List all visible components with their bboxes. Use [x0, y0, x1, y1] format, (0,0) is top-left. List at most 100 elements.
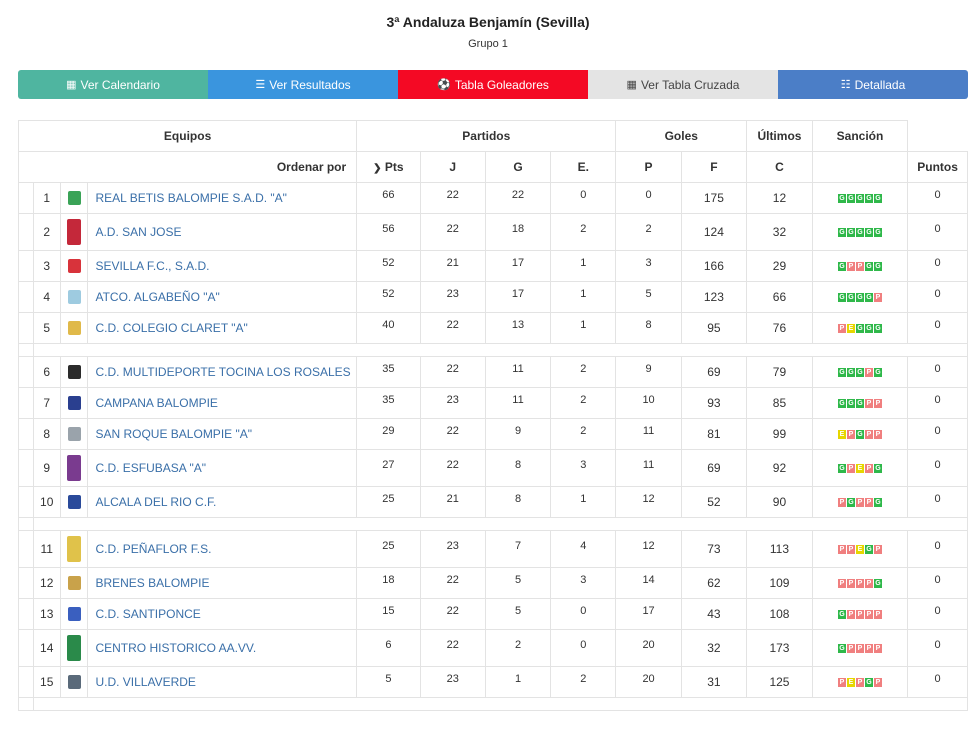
result-badge: G: [873, 368, 882, 378]
team-link[interactable]: CAMPANA BALOMPIE: [95, 396, 218, 410]
g-value: 17: [511, 288, 525, 300]
table-row[interactable]: 13 C.D. SANTIPONCE 15 22 5 0 17 43 108 G P P P P 0: [18, 598, 968, 630]
p-value: 10: [642, 394, 655, 406]
footer-cell: [32, 697, 969, 711]
ver-resultados-button[interactable]: ☰ Ver Resultados: [208, 70, 398, 99]
c-cell: 76: [746, 312, 813, 344]
team-link[interactable]: REAL BETIS BALOMPIE S.A.D. "A": [95, 191, 287, 205]
sancion-value: 0: [934, 639, 941, 651]
c-cell: 92: [746, 449, 813, 487]
team-link[interactable]: C.D. COLEGIO CLARET "A": [95, 321, 248, 335]
team-link[interactable]: C.D. PEÑAFLOR F.S.: [95, 542, 212, 556]
f-cell: 62: [680, 567, 748, 599]
team-link[interactable]: A.D. SAN JOSE: [95, 225, 182, 239]
e-cell: 2: [550, 356, 617, 388]
team-link[interactable]: ALCALA DEL RIO C.F.: [95, 495, 217, 509]
table-row[interactable]: 8 SAN ROQUE BALOMPIE "A" 29 22 9 2 11 81 99 E P G P P…: [18, 418, 968, 450]
header-f[interactable]: F: [680, 151, 748, 183]
table-row[interactable]: 12 BRENES BALOMPIE 18 22 5 3 14 62 109 P P P P G 0: [18, 567, 968, 599]
team-link[interactable]: ATCO. ALGABEÑO "A": [95, 290, 220, 304]
g-value: 8: [514, 493, 522, 505]
table-row[interactable]: 6 C.D. MULTIDEPORTE TOCINA LOS ROSALES 35 2…: [18, 356, 968, 388]
sancion-cell: 0: [907, 418, 968, 450]
j-cell: 22: [419, 598, 486, 630]
j-value: 23: [446, 673, 459, 685]
ver-tabla-cruzada-button[interactable]: ▦ Ver Tabla Cruzada: [588, 70, 778, 99]
team-link[interactable]: SAN ROQUE BALOMPIE "A": [95, 427, 253, 441]
detallada-button[interactable]: ☷ Detallada: [778, 70, 968, 99]
separator-gap: [18, 343, 34, 357]
f-cell: 124: [680, 213, 748, 251]
header-c[interactable]: C: [746, 151, 813, 183]
table-row[interactable]: 11 C.D. PEÑAFLOR F.S. 25 23 7 4 12 73 113 P P E G P 0: [18, 530, 968, 568]
f-value: 124: [703, 225, 724, 239]
result-badge: P: [837, 579, 846, 589]
table-row[interactable]: 2 A.D. SAN JOSE 56 22 18 2 2 124 32 G G G G G 0: [18, 213, 968, 251]
row-gap: [18, 486, 34, 518]
e-value: 0: [580, 639, 587, 651]
result-badge: P: [855, 610, 864, 620]
header-p[interactable]: P: [615, 151, 682, 183]
header-g[interactable]: G: [484, 151, 552, 183]
table-row[interactable]: 4 ATCO. ALGABEÑO "A" 52 23 17 1 5 123 66 G G G G P 0: [18, 281, 968, 313]
g-cell: 1: [484, 666, 552, 698]
team-crest-icon: [67, 536, 82, 562]
e-value: 2: [580, 425, 587, 437]
table-row[interactable]: 5 C.D. COLEGIO CLARET "A" 40 22 13 1 8 95 76 P E G G…: [18, 312, 968, 344]
f-cell: 69: [680, 449, 748, 487]
e-cell: 2: [550, 387, 617, 419]
team-link[interactable]: C.D. MULTIDEPORTE TOCINA LOS ROSALES: [95, 365, 351, 379]
team-link[interactable]: C.D. ESFUBASA "A": [95, 461, 207, 475]
pts-value: 35: [382, 363, 395, 375]
result-badge: G: [837, 464, 846, 474]
team-crest-icon: [67, 365, 81, 380]
team-name-cell: SEVILLA F.C., S.A.D.: [87, 250, 358, 282]
c-value: 113: [769, 542, 790, 556]
separator-gap: [18, 517, 34, 531]
team-link[interactable]: C.D. SANTIPONCE: [95, 607, 201, 621]
table-row[interactable]: 15 U.D. VILLAVERDE 5 23 1 2 20 31 125 P E P G P 0: [18, 666, 968, 698]
chevron-down-icon: ❯: [373, 163, 382, 174]
j-cell: 22: [419, 356, 486, 388]
position: 15: [40, 675, 54, 689]
result-badge: P: [846, 430, 855, 440]
team-link[interactable]: CENTRO HISTORICO AA.VV.: [95, 641, 257, 655]
sort-pts-header[interactable]: ❯ Pts: [356, 151, 421, 183]
page-title: 3ª Andaluza Benjamín (Sevilla): [386, 14, 590, 30]
result-badge: G: [846, 194, 855, 204]
team-name-cell: C.D. COLEGIO CLARET "A": [87, 312, 358, 344]
header-j[interactable]: J: [419, 151, 486, 183]
result-badge: G: [855, 430, 864, 440]
table-row[interactable]: 3 SEVILLA F.C., S.A.D. 52 21 17 1 3 166 29 G P P G G 0: [18, 250, 968, 282]
position-cell: 13: [32, 598, 61, 630]
j-cell: 21: [419, 250, 486, 282]
table-row[interactable]: 9 C.D. ESFUBASA "A" 27 22 8 3 11 69 92 G P E P G 0: [18, 449, 968, 487]
team-logo-cell: [59, 250, 89, 282]
sancion-cell: 0: [907, 213, 968, 251]
c-value: 29: [772, 259, 787, 273]
table-row[interactable]: 14 CENTRO HISTORICO AA.VV. 6 22 2 0 20 32 173 G P P…: [18, 629, 968, 667]
ver-calendario-button[interactable]: ▦ Ver Calendario: [18, 70, 208, 99]
header-e[interactable]: E.: [550, 151, 617, 183]
team-link[interactable]: BRENES BALOMPIE: [95, 576, 210, 590]
team-crest-icon: [67, 290, 81, 305]
result-badge: P: [837, 324, 846, 334]
team-link[interactable]: SEVILLA F.C., S.A.D.: [95, 259, 210, 273]
j-cell: 22: [419, 418, 486, 450]
tabla-goleadores-button[interactable]: ⚽ Tabla Goleadores: [398, 70, 588, 99]
table-row[interactable]: 10 ALCALA DEL RIO C.F. 25 21 8 1 12 52 90 P G P P G 0: [18, 486, 968, 518]
table-row[interactable]: 1 REAL BETIS BALOMPIE S.A.D. "A" 66 22 22 0 0 1…: [18, 182, 968, 214]
result-badge: P: [864, 399, 873, 409]
position: 6: [43, 365, 51, 379]
team-logo-cell: [59, 312, 89, 344]
f-value: 123: [703, 290, 724, 304]
result-badge: P: [864, 644, 873, 654]
result-badge: P: [864, 430, 873, 440]
header-ultimos-sub: [811, 151, 909, 183]
result-badge: G: [855, 399, 864, 409]
team-link[interactable]: U.D. VILLAVERDE: [95, 675, 196, 689]
table-row[interactable]: 7 CAMPANA BALOMPIE 35 23 11 2 10 93 85 G G G P P 0: [18, 387, 968, 419]
j-value: 22: [446, 605, 459, 617]
result-badge: G: [837, 644, 846, 654]
